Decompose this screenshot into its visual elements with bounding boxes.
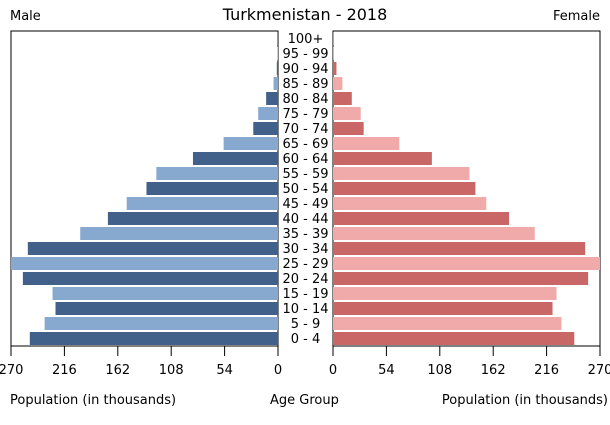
- male-bar: [258, 107, 278, 120]
- male-axis-tick-label: 0: [274, 363, 282, 378]
- male-axis-tick-label: 108: [159, 363, 184, 378]
- age-group-label: 15 - 19: [282, 287, 328, 302]
- age-group-label: 50 - 54: [282, 182, 328, 197]
- female-axis-tick-label: 108: [427, 363, 452, 378]
- age-group-label: 55 - 59: [282, 167, 328, 182]
- female-bar: [333, 227, 535, 240]
- female-bar: [333, 152, 432, 165]
- age-group-label: 35 - 39: [282, 227, 328, 242]
- chart-title: Turkmenistan - 2018: [222, 5, 388, 24]
- female-bar: [333, 167, 470, 180]
- age-group-label: 60 - 64: [282, 152, 328, 167]
- age-group-label: 100+: [288, 32, 324, 47]
- age-group-label: 20 - 24: [282, 272, 328, 287]
- female-bar: [333, 302, 553, 315]
- male-bar: [44, 317, 278, 330]
- age-group-label: 30 - 34: [282, 242, 328, 257]
- female-label: Female: [552, 9, 600, 24]
- age-group-label: 45 - 49: [282, 197, 328, 212]
- age-group-label: 95 - 99: [282, 47, 328, 62]
- age-group-label: 25 - 29: [282, 257, 328, 272]
- male-bar: [29, 332, 278, 345]
- age-group-label: 70 - 74: [282, 122, 328, 137]
- male-bar: [55, 302, 278, 315]
- male-bar: [22, 272, 278, 285]
- age-group-label: 5 - 9: [291, 317, 321, 332]
- female-bar: [333, 317, 562, 330]
- female-bar: [333, 212, 510, 225]
- age-group-label: 85 - 89: [282, 77, 328, 92]
- female-axis-tick-label: 0: [329, 363, 337, 378]
- male-bar: [253, 122, 278, 135]
- female-bar: [333, 137, 400, 150]
- female-bar: [333, 332, 575, 345]
- female-bar: [333, 47, 334, 60]
- x-axis-label-female: Population (in thousands): [441, 393, 608, 408]
- male-bar: [266, 92, 278, 105]
- male-axis-tick-label: 162: [105, 363, 130, 378]
- male-axis-tick-label: 270: [0, 363, 23, 378]
- age-group-axis-label: Age Group: [270, 393, 339, 408]
- age-group-label: 75 - 79: [282, 107, 328, 122]
- male-bar: [223, 137, 278, 150]
- female-axis-tick-label: 54: [378, 363, 395, 378]
- male-bar: [273, 77, 278, 90]
- male-bar: [107, 212, 279, 225]
- male-bar: [276, 62, 278, 75]
- male-bar: [146, 182, 278, 195]
- male-bar: [156, 167, 278, 180]
- male-bar: [27, 242, 278, 255]
- female-axis-tick-label: 270: [588, 363, 610, 378]
- male-bar: [52, 287, 279, 300]
- female-bar: [333, 77, 343, 90]
- age-group-label: 10 - 14: [282, 302, 328, 317]
- male-axis-tick-label: 54: [216, 363, 233, 378]
- female-bar: [333, 122, 364, 135]
- male-axis-tick-label: 216: [52, 363, 77, 378]
- age-group-label: 65 - 69: [282, 137, 328, 152]
- x-axis-label-male: Population (in thousands): [10, 393, 177, 408]
- female-bar: [333, 272, 589, 285]
- female-bar: [333, 242, 586, 255]
- female-bar: [333, 92, 352, 105]
- female-bar: [333, 62, 337, 75]
- age-group-label: 0 - 4: [291, 332, 321, 347]
- female-axis-tick-label: 216: [534, 363, 559, 378]
- age-group-label: 80 - 84: [282, 92, 328, 107]
- male-bar: [11, 257, 278, 270]
- female-axis-tick-label: 162: [481, 363, 506, 378]
- female-bar: [333, 287, 557, 300]
- male-bar: [126, 197, 278, 210]
- female-bar: [333, 197, 487, 210]
- male-bar: [80, 227, 278, 240]
- male-bar: [192, 152, 278, 165]
- male-label: Male: [10, 9, 41, 24]
- female-bar: [333, 107, 361, 120]
- age-group-label: 90 - 94: [282, 62, 328, 77]
- female-bar: [333, 257, 600, 270]
- female-bar: [333, 182, 476, 195]
- age-group-label: 40 - 44: [282, 212, 328, 227]
